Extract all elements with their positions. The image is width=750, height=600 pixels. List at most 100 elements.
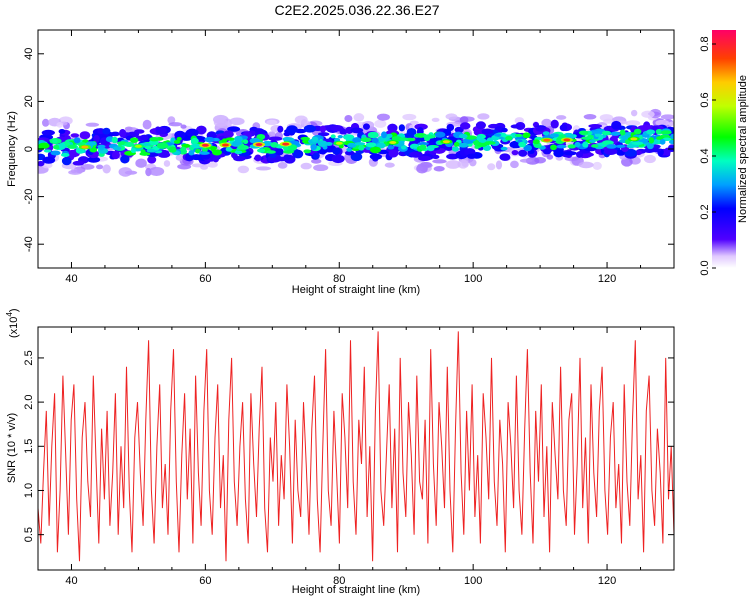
- spectrogram-halo-blob: [207, 161, 218, 168]
- spectrogram-core-blob: [67, 144, 77, 149]
- spectrogram-core-blob: [367, 131, 379, 139]
- spectrogram-blob: [111, 150, 120, 160]
- spectrogram-halo-blob: [163, 160, 171, 167]
- spectrogram-halo-blob: [525, 156, 540, 165]
- spectrogram-halo-blob: [300, 162, 312, 170]
- spectrogram-core-blob: [234, 135, 243, 143]
- spectrogram-ylabel: Frequency (Hz): [6, 111, 18, 187]
- spectrogram-halo-blob: [655, 119, 670, 126]
- spectrogram-halo-blob: [417, 162, 433, 169]
- spectrogram-halo-blob: [376, 113, 390, 121]
- spectrogram-hotspot: [630, 137, 638, 141]
- spectrogram-core-blob: [606, 144, 617, 149]
- spectrogram-ytick-label: 40: [23, 48, 35, 60]
- spectrogram-blob: [42, 156, 56, 164]
- spectrogram-blob: [254, 154, 262, 162]
- spectrogram-halo-blob: [313, 164, 329, 172]
- spectrogram-halo-blob: [445, 160, 461, 169]
- spectrogram-halo-blob: [148, 166, 165, 177]
- spectrogram-core-blob: [381, 131, 388, 139]
- spectrogram-blob: [518, 149, 528, 157]
- spectrogram-core-blob: [522, 132, 531, 139]
- spectrogram-blob: [212, 156, 219, 163]
- spectrogram-ytick-label: -20: [23, 189, 35, 205]
- spectrogram-blob: [312, 152, 320, 159]
- spectrogram-halo-blob: [431, 117, 440, 122]
- spectrogram-core-blob: [342, 134, 355, 141]
- spectrogram-core-blob: [365, 142, 377, 148]
- spectrogram-core-blob: [210, 146, 216, 152]
- spectrogram-core-blob: [352, 137, 362, 144]
- spectrogram-blob: [292, 149, 304, 159]
- spectrogram-halo-blob: [487, 163, 496, 171]
- spectrogram-xtick-label: 100: [464, 273, 482, 285]
- spectrogram-halo-blob: [41, 162, 53, 169]
- spectrogram-blob: [576, 151, 583, 158]
- spectrogram-xlabel: Height of straight line (km): [292, 284, 420, 296]
- spectrogram-halo-blob: [643, 154, 656, 164]
- spectrogram-core-blob: [582, 141, 589, 148]
- spectrogram-core-blob: [591, 130, 602, 134]
- spectrogram-halo-blob: [459, 116, 469, 124]
- spectrogram-core-blob: [458, 142, 469, 148]
- spectrogram-core-blob: [419, 144, 427, 151]
- spectrogram-blob: [409, 151, 423, 158]
- snr-xtick-label: 120: [598, 575, 616, 587]
- spectrogram-core-blob: [225, 137, 235, 141]
- spectrogram-blob: [190, 154, 203, 161]
- spectrogram-hotspot: [543, 138, 551, 142]
- spectrogram-core-blob: [243, 139, 249, 145]
- spectrogram-halo-blob: [213, 118, 228, 127]
- spectrogram-core-blob: [518, 141, 527, 148]
- spectrogram-core-blob: [204, 136, 215, 143]
- spectrogram-core-blob: [369, 146, 382, 154]
- spectrogram-blob: [147, 155, 157, 164]
- spectrogram-core-blob: [180, 146, 187, 153]
- figure-title: C2E2.2025.036.22.36.E27: [274, 2, 439, 18]
- spectrogram-blob: [459, 122, 471, 130]
- spectrogram-core-blob: [221, 138, 228, 144]
- snr-series-line: [38, 331, 674, 562]
- spectrogram-halo-blob: [167, 116, 176, 125]
- spectrogram-blob: [481, 128, 494, 135]
- spectrogram-core-blob: [156, 142, 169, 149]
- spectrogram-core-blob: [668, 139, 674, 145]
- spectrogram-blob: [268, 136, 283, 141]
- spectrogram-halo-blob: [229, 117, 245, 126]
- spectrogram-halo-blob: [374, 119, 387, 128]
- spectrogram-core-blob: [648, 137, 655, 144]
- spectrogram-xtick-label: 40: [65, 273, 77, 285]
- spectrogram-core-blob: [426, 145, 435, 152]
- spectrogram-core-blob: [660, 130, 672, 135]
- spectrogram-halo-blob: [353, 113, 365, 122]
- spectrogram-core-blob: [434, 131, 446, 138]
- spectrogram-core-blob: [283, 146, 289, 151]
- spectrogram-halo-blob: [603, 118, 614, 124]
- spectrogram-blob: [603, 148, 618, 155]
- spectrogram-blob: [317, 132, 330, 137]
- spectrogram-halo-blob: [255, 166, 272, 171]
- spectrogram-core-blob: [324, 141, 333, 146]
- spectrogram-halo-blob: [631, 109, 638, 117]
- spectrogram-xtick-label: 80: [333, 273, 345, 285]
- snr-multiplier-exp: 4: [5, 312, 14, 317]
- spectrogram-core-blob: [465, 135, 478, 140]
- spectrogram-hotspot: [282, 142, 290, 146]
- spectrogram-core-blob: [58, 142, 66, 150]
- spectrogram-halo-blob: [118, 167, 133, 177]
- spectrogram-core-blob: [505, 135, 513, 141]
- spectrogram-halo-blob: [311, 158, 322, 164]
- spectrogram-core-blob: [619, 129, 626, 136]
- spectrogram-blob: [344, 150, 355, 156]
- spectrogram-hotspot: [335, 141, 343, 145]
- spectrogram-core-blob: [417, 141, 429, 146]
- spectrogram-core-blob: [376, 142, 386, 149]
- spectrogram-blob: [61, 156, 72, 166]
- spectrogram-blob: [332, 147, 341, 155]
- spectrogram-hotspot: [442, 140, 450, 144]
- spectrogram-halo-blob: [402, 113, 417, 121]
- spectrogram-halo-blob: [457, 159, 469, 169]
- spectrogram-core-blob: [168, 146, 177, 153]
- spectrogram-core-blob: [484, 141, 496, 145]
- spectrogram-blob: [253, 128, 265, 136]
